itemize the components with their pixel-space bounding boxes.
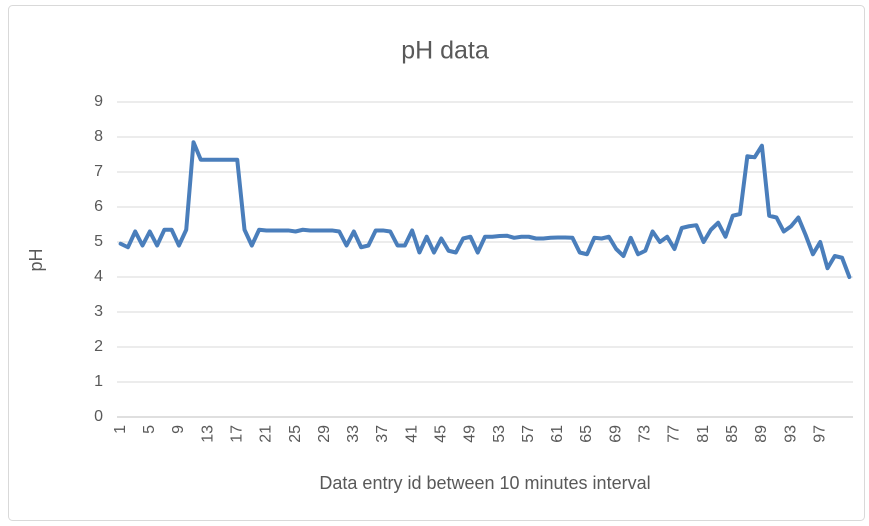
x-tick-label: 69 [607,425,624,443]
y-axis-label: pH [26,248,46,271]
y-tick-label: 4 [94,268,103,285]
y-tick-label: 0 [94,408,103,425]
y-tick-label: 2 [94,338,103,355]
y-tick-label: 1 [94,373,103,390]
x-tick-label: 97 [811,425,828,443]
x-tick-label: 57 [520,425,537,443]
x-tick-label: 9 [170,425,187,434]
x-axis-label: Data entry id between 10 minutes interva… [319,473,650,493]
y-tick-label: 7 [94,163,103,180]
x-tick-label: 85 [724,425,741,443]
x-tick-label: 37 [374,425,391,443]
x-tick-label: 53 [491,425,508,443]
x-tick-label: 49 [462,425,479,443]
x-tick-label: 89 [753,425,770,443]
x-tick-label: 61 [549,425,566,443]
y-tick-label: 3 [94,303,103,320]
x-tick-label: 13 [199,425,216,443]
x-tick-label: 5 [141,425,158,434]
chart-border [8,5,865,521]
y-tick-label: 8 [94,128,103,145]
chart-title: pH data [401,37,489,65]
x-tick-label: 21 [258,425,275,443]
x-tick-label: 81 [695,425,712,443]
x-tick-label: 29 [316,425,333,443]
x-tick-label: 1 [112,425,129,434]
x-tick-label: 45 [432,425,449,443]
x-tick-label: 93 [782,425,799,443]
x-tick-label: 73 [637,425,654,443]
x-tick-label: 25 [287,425,304,443]
x-tick-label: 77 [666,425,683,443]
y-tick-label: 6 [94,198,103,215]
x-tick-label: 41 [403,425,420,443]
y-tick-label: 5 [94,233,103,250]
data-line [118,140,852,279]
y-tick-label: 9 [94,93,103,110]
x-tick-label: 17 [228,425,245,443]
x-tick-label: 65 [578,425,595,443]
x-tick-label: 33 [345,425,362,443]
